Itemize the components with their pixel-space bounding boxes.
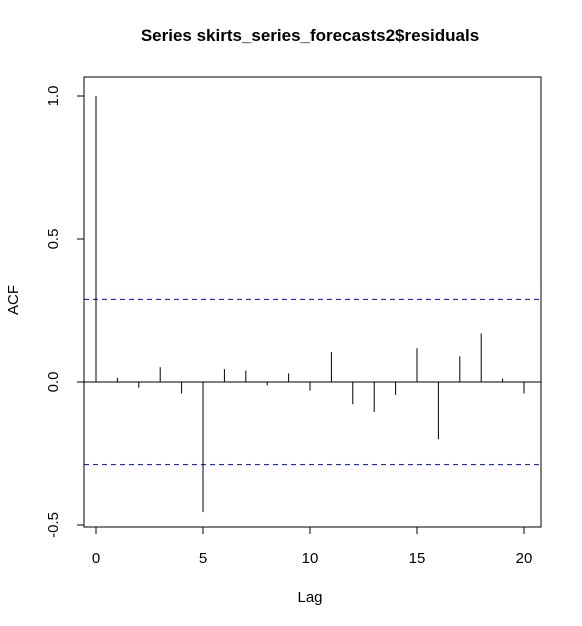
y-axis-label: ACF [5,285,22,315]
plot-frame [83,76,542,528]
chart-title: Series skirts_series_forecasts2$residual… [141,26,479,45]
x-tick-label: 20 [516,550,533,567]
x-axis: 0 5 10 15 20 [92,526,533,567]
x-tick-label: 10 [302,550,319,567]
x-tick-label: 0 [92,550,100,567]
y-tick-label: 0.0 [45,372,62,393]
y-axis: -0.5 0.0 0.5 1.0 [45,86,85,538]
y-tick-label: 0.5 [45,229,62,250]
x-tick-label: 5 [199,550,207,567]
x-axis-label: Lag [297,589,322,606]
confidence-bounds [84,298,541,466]
acf-bars [95,96,525,513]
x-tick-label: 15 [409,550,426,567]
y-tick-label: 1.0 [45,86,62,107]
y-tick-label: -0.5 [45,512,62,538]
